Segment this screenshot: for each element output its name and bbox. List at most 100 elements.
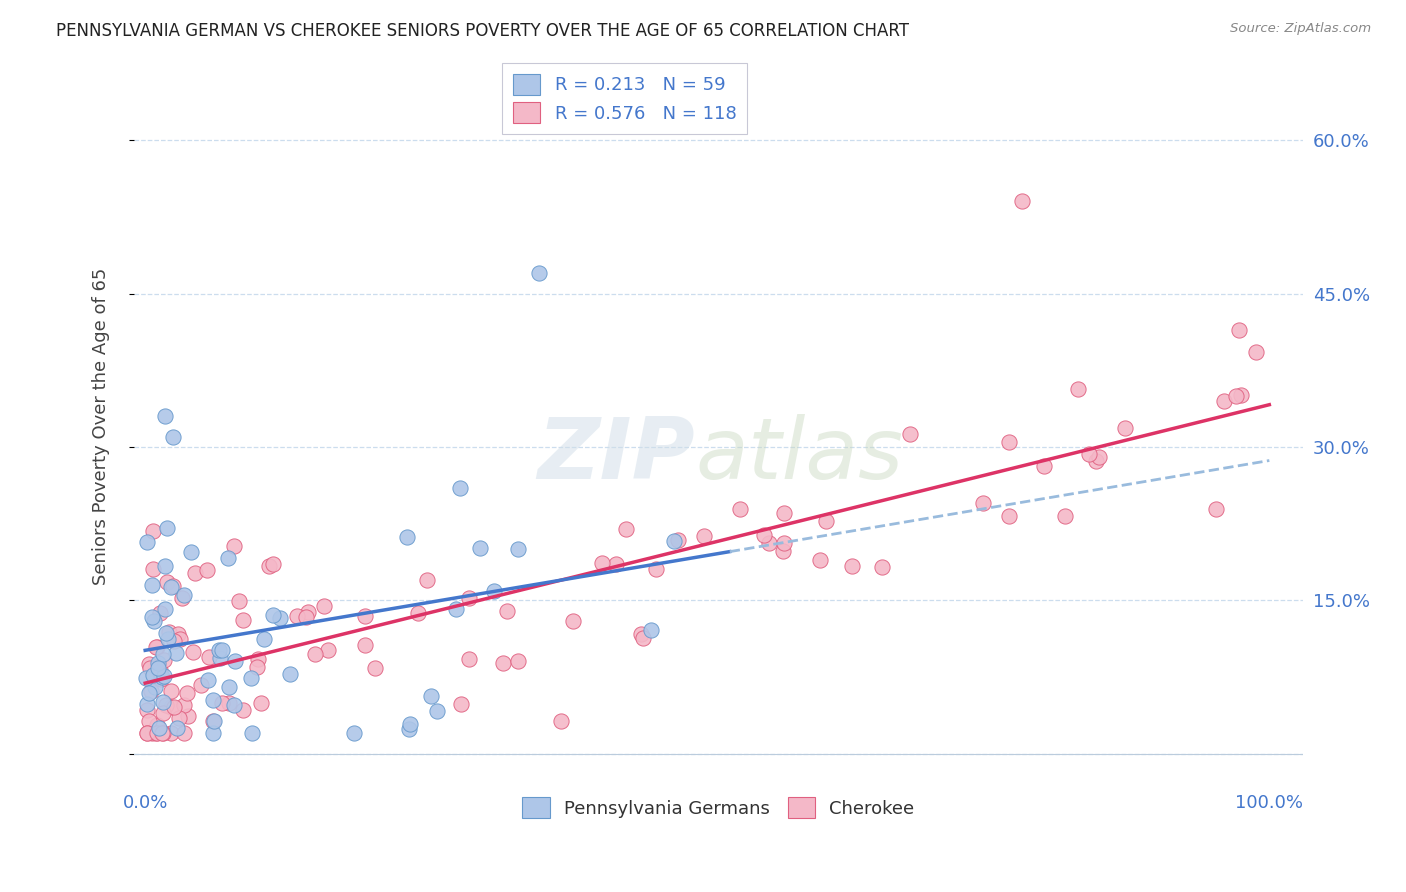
Point [165, 646, 187, 660]
Point [143, 614, 166, 628]
Point [662, 534, 685, 549]
Text: PENNSYLVANIA GERMAN VS CHEROKEE SENIORS POVERTY OVER THE AGE OF 65 CORRELATION C: PENNSYLVANIA GERMAN VS CHEROKEE SENIORS … [56, 22, 910, 40]
Point [562, 615, 585, 629]
Point [633, 631, 655, 645]
Point [136, 703, 159, 717]
Point [138, 714, 160, 728]
Point [218, 680, 240, 694]
Point [162, 430, 184, 444]
Point [998, 435, 1021, 450]
Point [146, 726, 169, 740]
Point [149, 606, 172, 620]
Point [160, 580, 183, 594]
Point [201, 693, 224, 707]
Point [136, 535, 159, 549]
Point [354, 608, 377, 623]
Point [198, 650, 221, 665]
Point [153, 669, 176, 683]
Point [146, 717, 169, 731]
Point [398, 716, 420, 731]
Point [354, 638, 377, 652]
Point [492, 657, 515, 671]
Point [1085, 454, 1108, 468]
Point [364, 661, 387, 675]
Point [312, 599, 335, 613]
Point [159, 699, 181, 714]
Point [458, 591, 481, 605]
Point [167, 627, 190, 641]
Point [173, 698, 195, 713]
Point [150, 670, 173, 684]
Point [173, 588, 195, 602]
Point [138, 686, 160, 700]
Point [426, 705, 449, 719]
Point [1114, 421, 1136, 435]
Point [645, 562, 668, 576]
Point [201, 726, 224, 740]
Point [304, 648, 326, 662]
Point [730, 501, 752, 516]
Point [149, 663, 172, 677]
Point [169, 632, 191, 646]
Point [772, 544, 794, 558]
Point [1213, 393, 1236, 408]
Point [527, 266, 550, 280]
Point [693, 529, 716, 543]
Point [457, 652, 479, 666]
Point [898, 427, 921, 442]
Point [449, 481, 471, 495]
Point [262, 557, 284, 571]
Point [972, 495, 994, 509]
Point [148, 721, 170, 735]
Point [1033, 459, 1056, 474]
Point [420, 689, 443, 703]
Text: ZIP: ZIP [537, 414, 695, 497]
Point [1229, 388, 1251, 402]
Point [157, 624, 180, 639]
Point [224, 539, 246, 553]
Point [495, 604, 517, 618]
Point [758, 536, 780, 550]
Point [278, 666, 301, 681]
Point [666, 533, 689, 548]
Point [172, 591, 194, 605]
Point [162, 634, 184, 648]
Point [155, 698, 177, 712]
Point [246, 660, 269, 674]
Point [166, 721, 188, 735]
Point [217, 550, 239, 565]
Point [180, 544, 202, 558]
Point [232, 614, 254, 628]
Point [163, 700, 186, 714]
Point [156, 521, 179, 535]
Point [201, 714, 224, 728]
Point [141, 610, 163, 624]
Point [228, 593, 250, 607]
Point [343, 726, 366, 740]
Point [183, 566, 205, 580]
Point [211, 643, 233, 657]
Point [240, 671, 263, 685]
Point [145, 726, 167, 740]
Point [772, 506, 794, 520]
Point [406, 606, 429, 620]
Point [143, 661, 166, 675]
Point [810, 553, 832, 567]
Point [135, 726, 157, 740]
Point [152, 647, 174, 661]
Point [152, 706, 174, 720]
Point [640, 623, 662, 637]
Point [162, 579, 184, 593]
Point [148, 656, 170, 670]
Point [156, 574, 179, 589]
Point [242, 726, 264, 740]
Point [136, 697, 159, 711]
Point [152, 726, 174, 740]
Point [138, 657, 160, 672]
Point [506, 542, 529, 557]
Point [160, 684, 183, 698]
Point [141, 668, 163, 682]
Point [815, 514, 838, 528]
Point [450, 698, 472, 712]
Point [262, 607, 284, 622]
